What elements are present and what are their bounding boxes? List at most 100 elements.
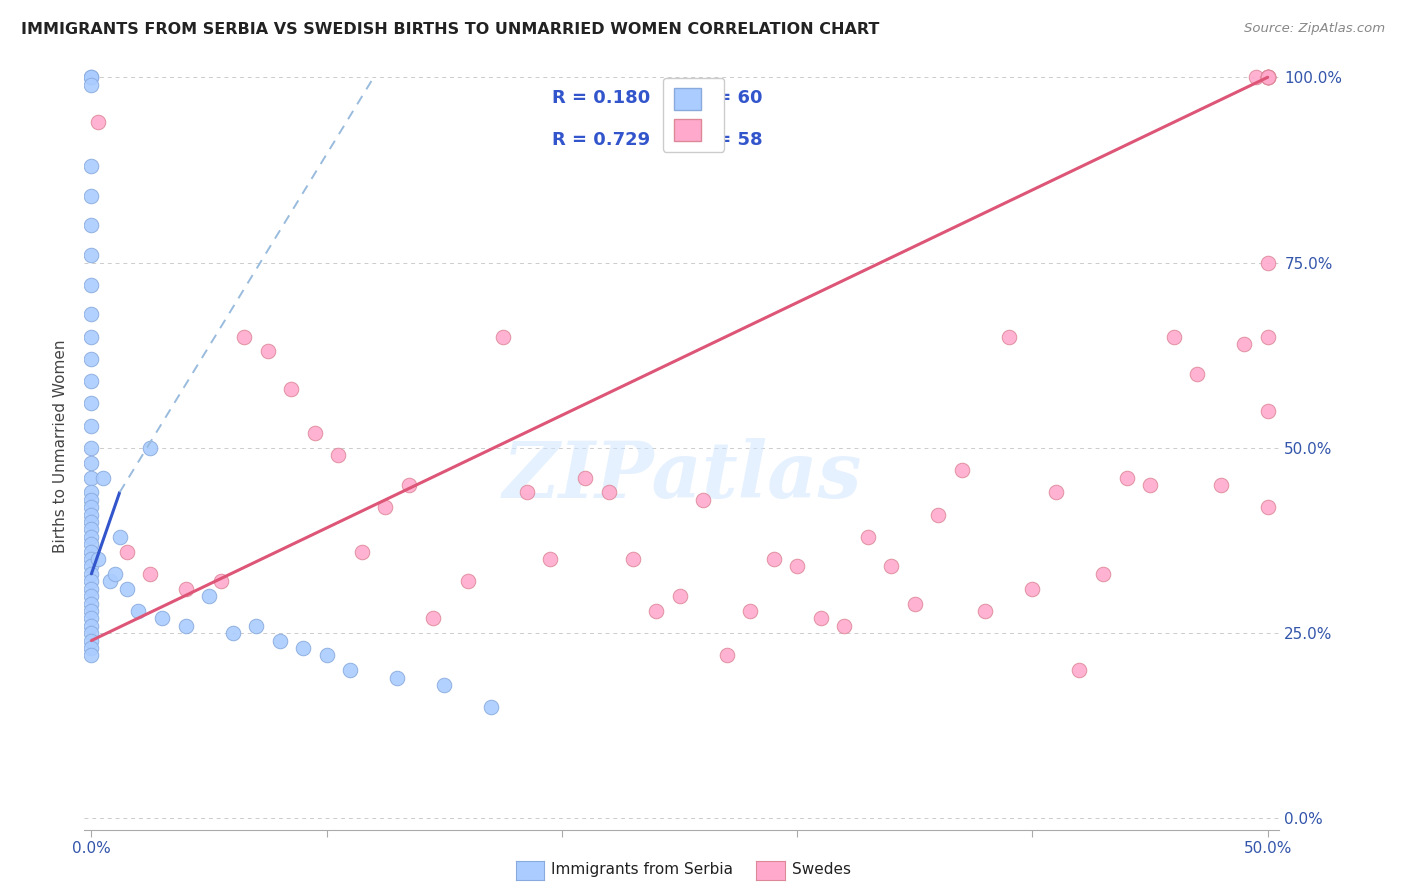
Point (80, 522, 103, 536)
Point (716, 648, 738, 663)
Point (80, 329, 103, 343)
Point (1257, 70, 1279, 85)
Point (174, 618, 197, 632)
Point (174, 582, 197, 596)
Point (832, 618, 855, 632)
Point (80, 582, 103, 596)
Point (1257, 70, 1279, 85)
Point (80, 648, 103, 663)
Point (479, 700, 502, 714)
Point (80, 633, 103, 648)
Point (80, 604, 103, 618)
Point (1257, 70, 1279, 85)
Point (80, 626, 103, 640)
Point (1257, 404, 1279, 418)
Point (139, 566, 162, 581)
Text: ZIPatlas: ZIPatlas (502, 439, 862, 515)
Point (80, 456, 103, 470)
Point (80, 640, 103, 655)
Point (538, 552, 561, 566)
Point (233, 329, 256, 343)
Y-axis label: Births to Unmarried Women: Births to Unmarried Women (53, 339, 69, 553)
Point (209, 574, 232, 589)
Point (1115, 470, 1137, 484)
Point (740, 604, 762, 618)
Point (350, 544, 373, 558)
Point (398, 478, 420, 492)
Point (80, 559, 103, 574)
Point (245, 618, 267, 632)
Point (1257, 255, 1279, 269)
Text: IMMIGRANTS FROM SERBIA VS SWEDISH BIRTHS TO UNMARRIED WOMEN CORRELATION CHART: IMMIGRANTS FROM SERBIA VS SWEDISH BIRTHS… (21, 22, 880, 37)
Text: Swedes: Swedes (792, 863, 851, 877)
Text: R = 0.180: R = 0.180 (551, 89, 650, 107)
Text: R = 0.729: R = 0.729 (551, 131, 650, 150)
Point (998, 329, 1021, 343)
Point (374, 500, 396, 515)
Point (1244, 70, 1267, 85)
Point (80, 70, 103, 85)
Point (80, 508, 103, 522)
Point (115, 544, 138, 558)
Point (1185, 367, 1208, 381)
Point (810, 611, 832, 625)
Point (433, 678, 456, 692)
Point (1209, 478, 1232, 492)
Point (80, 618, 103, 632)
Point (80, 515, 103, 529)
Point (516, 485, 538, 500)
Point (269, 633, 291, 648)
Text: Immigrants from Serbia: Immigrants from Serbia (551, 863, 733, 877)
Point (668, 589, 690, 603)
Point (598, 485, 620, 500)
Point (87, 114, 110, 128)
Point (786, 559, 808, 574)
Point (87, 552, 110, 566)
Point (315, 648, 337, 663)
Point (1233, 337, 1256, 351)
Point (280, 382, 302, 396)
Point (880, 559, 903, 574)
Point (492, 329, 515, 343)
Point (80, 308, 103, 322)
Point (80, 219, 103, 233)
Point (139, 441, 162, 455)
Point (80, 500, 103, 515)
Point (1257, 500, 1279, 515)
Point (80, 70, 103, 85)
Point (80, 396, 103, 410)
Point (257, 344, 280, 359)
Point (1257, 70, 1279, 85)
Point (1257, 70, 1279, 85)
Point (328, 448, 350, 462)
Point (127, 604, 149, 618)
Point (80, 78, 103, 92)
Point (1257, 329, 1279, 343)
Point (1069, 663, 1091, 677)
Point (80, 611, 103, 625)
Point (80, 159, 103, 173)
Point (304, 425, 326, 440)
Point (98, 574, 121, 589)
Point (150, 611, 173, 625)
Point (80, 277, 103, 292)
Text: N = 58: N = 58 (695, 131, 762, 150)
Point (339, 663, 361, 677)
Point (645, 604, 668, 618)
Point (80, 537, 103, 551)
Point (108, 530, 131, 544)
Point (104, 566, 127, 581)
Point (80, 418, 103, 433)
Point (80, 566, 103, 581)
Point (574, 470, 596, 484)
Point (80, 470, 103, 484)
Point (1163, 329, 1185, 343)
Point (292, 640, 315, 655)
Point (221, 626, 243, 640)
Point (1021, 582, 1043, 596)
Point (387, 671, 409, 685)
Point (80, 597, 103, 611)
Point (80, 441, 103, 455)
Point (80, 492, 103, 507)
Point (1139, 478, 1161, 492)
